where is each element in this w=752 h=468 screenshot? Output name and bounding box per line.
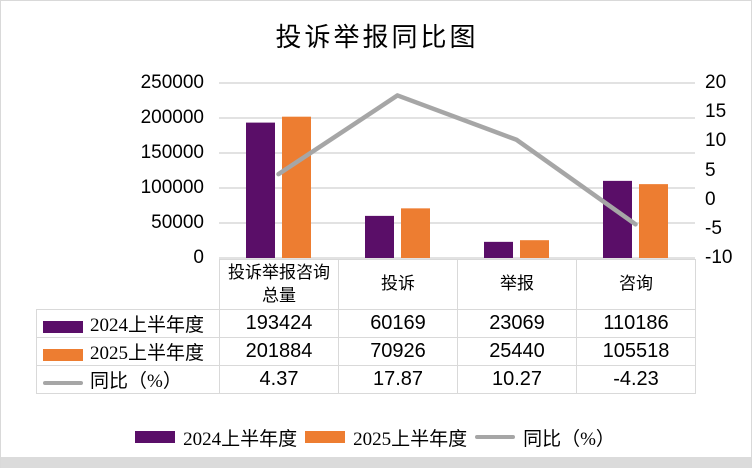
bar-2024上半年度-投诉 [365, 215, 394, 258]
y-axis-right-tick: 15 [705, 101, 727, 123]
chart-legend: 2024上半年度 2025上半年度 同比（%） [1, 423, 751, 451]
column-header-reports: 举报 [457, 259, 577, 310]
line-series-yoy [276, 93, 638, 227]
table-cell: 201884 [219, 337, 339, 366]
table-cell: 105518 [576, 337, 696, 366]
y-axis-left-tick: 250000 [140, 72, 204, 93]
table-cell: -4.23 [576, 365, 696, 394]
y-axis-right-tick: -5 [705, 217, 722, 239]
table-row: 2025上半年度 201884 70926 25440 105518 [36, 337, 696, 366]
column-header-complaints: 投诉 [338, 259, 458, 310]
column-header-label: 投诉举报咨询总量 [228, 263, 330, 305]
row-label-2024: 2024上半年度 [36, 309, 220, 338]
y-axis-left-tick: 50000 [151, 212, 204, 233]
table-header-row: 投诉举报咨询总量 投诉 举报 咨询 [37, 259, 696, 310]
table-cell: 193424 [219, 309, 339, 338]
legend-yoy-label: 同比（%） [523, 428, 615, 450]
row-label-text: 同比（%） [90, 371, 182, 392]
y-axis-right-tick: 10 [705, 130, 727, 152]
bar-2024上半年度-投诉举报咨询总量 [246, 122, 275, 258]
legend-2024-label: 2024上半年度 [183, 428, 298, 450]
y-axis-right-tick: -10 [705, 247, 733, 268]
column-header-label: 举报 [500, 274, 534, 294]
series-yoy-line-swatch [43, 380, 83, 385]
y-axis-left-tick: 150000 [140, 142, 204, 163]
bottom-strip [1, 457, 751, 468]
bar-2025上半年度-投诉 [401, 208, 430, 258]
series-2025-swatch [43, 348, 83, 361]
table-cell: 4.37 [219, 365, 339, 394]
y-axis-right-tick: 0 [705, 188, 716, 210]
column-header-label: 投诉 [381, 274, 415, 294]
table-cell: 70926 [338, 337, 458, 366]
table-cell: 17.87 [338, 365, 458, 394]
y-axis-left-tick: 200000 [140, 107, 204, 128]
column-header-label: 咨询 [619, 274, 653, 294]
table-cell: 25440 [457, 337, 577, 366]
legend-2024-swatch [135, 431, 176, 443]
series-2024-swatch [43, 320, 83, 333]
bar-2024上半年度-咨询 [603, 180, 632, 258]
bar-2025上半年度-咨询 [639, 184, 668, 258]
row-label-text: 2025上半年度 [90, 343, 205, 364]
legend-2025-swatch [305, 431, 346, 443]
table-cell: 60169 [338, 309, 458, 338]
legend-2025-label: 2025上半年度 [353, 428, 468, 450]
bar-2025上半年度-投诉举报咨询总量 [282, 116, 311, 258]
legend-yoy-line-swatch [475, 435, 516, 439]
table-corner-blank [37, 260, 220, 310]
column-header-total: 投诉举报咨询总量 [219, 259, 339, 310]
table-cell: 23069 [457, 309, 577, 338]
data-table: 投诉举报咨询总量 投诉 举报 咨询 2024上半年度 193424 60169 … [36, 259, 696, 394]
table-cell: 10.27 [457, 365, 577, 394]
y-axis-right-tick: 20 [705, 72, 727, 93]
y-axis-right-tick: 5 [705, 159, 716, 181]
chart-title: 投诉举报同比图 [275, 23, 479, 52]
row-label-yoy: 同比（%） [36, 365, 220, 394]
row-label-2025: 2025上半年度 [36, 337, 220, 366]
table-cell: 110186 [576, 309, 696, 338]
bar-2024上半年度-举报 [484, 241, 513, 258]
table-row: 同比（%） 4.37 17.87 10.27 -4.23 [36, 365, 696, 394]
column-header-consultations: 咨询 [576, 259, 696, 310]
table-row: 2024上半年度 193424 60169 23069 110186 [36, 309, 696, 338]
y-axis-left-tick: 0 [193, 247, 204, 268]
y-axis-left-tick: 100000 [140, 177, 204, 198]
bar-2025上半年度-举报 [520, 240, 549, 258]
row-label-text: 2024上半年度 [90, 315, 205, 336]
